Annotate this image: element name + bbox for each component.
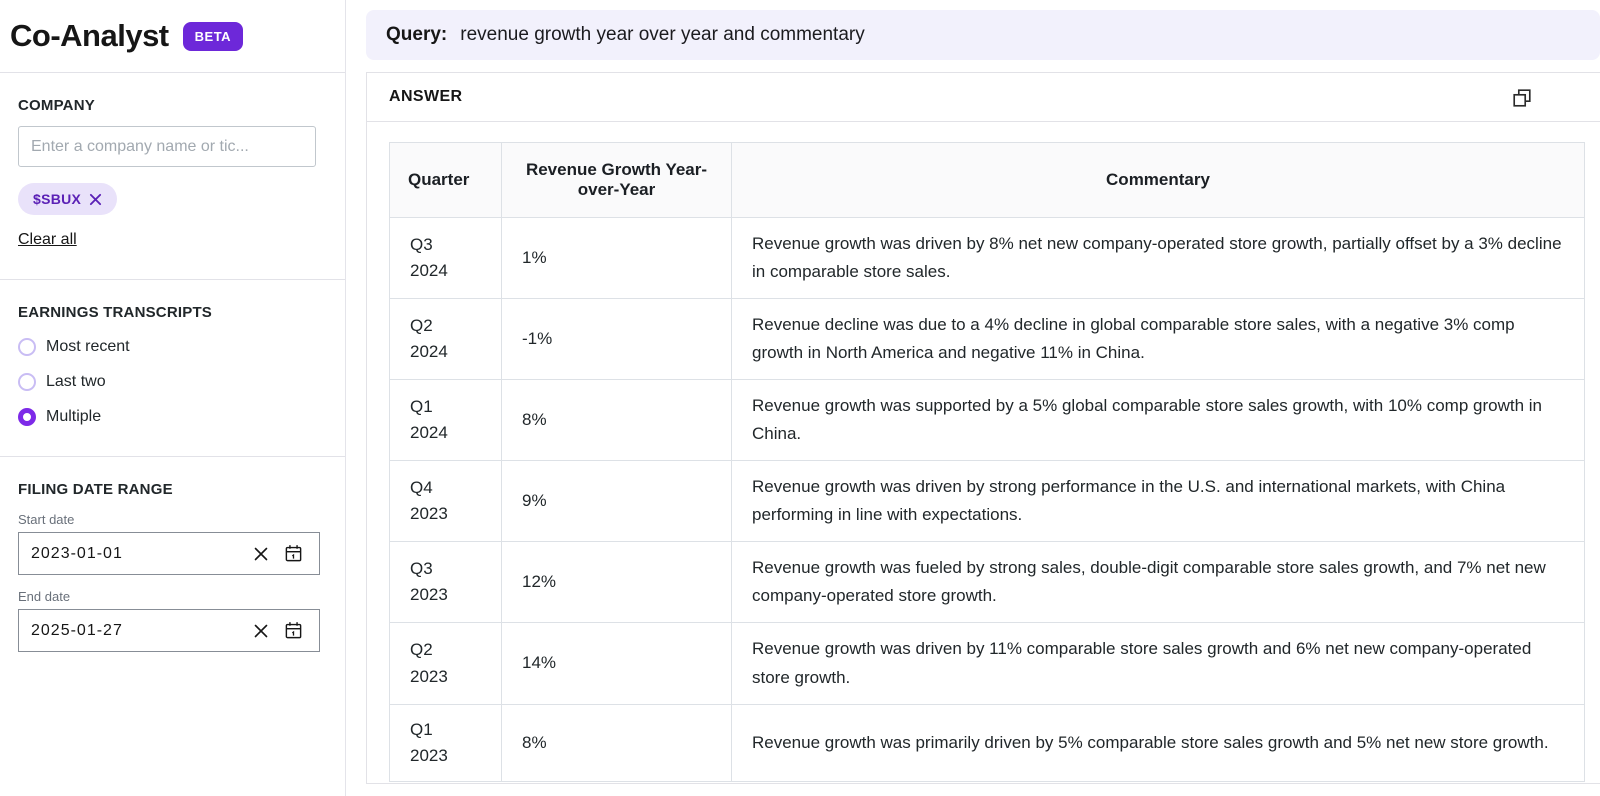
commentary-cell: Revenue decline was due to a 4% decline … [731,298,1585,381]
quarter-year: 2024 [410,423,448,443]
table-row: Q1 2023 8% Revenue growth was primarily … [389,703,1585,783]
commentary-cell: Revenue growth was primarily driven by 5… [731,703,1585,783]
radio-label: Most recent [46,338,130,355]
column-header-growth: Revenue Growth Year-over-Year [501,142,732,218]
beta-badge: BETA [182,21,244,51]
answer-card: ANSWER Quarter Revenue Growth Year-over-… [366,72,1600,784]
start-date-calendar-icon[interactable] [279,540,307,568]
company-search-input[interactable] [18,126,316,167]
quarter-year: 2023 [410,745,448,765]
quarter-cell: Q3 2024 [389,216,502,300]
growth-cell: 8% [501,703,732,783]
table-row: Q4 2023 9% Revenue growth was driven by … [389,460,1585,543]
end-date-label: End date [18,589,71,604]
copy-icon[interactable] [1510,86,1534,110]
growth-cell: -1% [501,298,732,381]
query-text: revenue growth year over year and commen… [460,24,865,45]
quarter-cell: Q3 2023 [389,541,502,624]
radio-multiple[interactable]: Multiple [18,408,327,426]
quarter-period: Q3 [410,234,433,254]
table-row: Q2 2024 -1% Revenue decline was due to a… [389,298,1585,381]
quarter-period: Q2 [410,315,433,335]
radio-label: Last two [46,373,106,390]
answer-title: ANSWER [389,88,463,105]
table-row: Q1 2024 8% Revenue growth was supported … [389,379,1585,462]
radio-most-recent[interactable]: Most recent [18,338,327,356]
date-range-section: FILING DATE RANGE Start date End date [0,456,345,682]
date-range-heading: FILING DATE RANGE [18,481,173,498]
quarter-year: 2023 [410,666,448,686]
start-date-clear-icon[interactable] [247,540,275,568]
company-section: COMPANY $SBUX Clear all [0,72,345,279]
end-date-calendar-icon[interactable] [279,617,307,645]
answer-header: ANSWER [367,73,1600,122]
transcripts-section: EARNINGS TRANSCRIPTS Most recent Last tw… [0,279,345,456]
table-row: Q3 2023 12% Revenue growth was fueled by… [389,541,1585,624]
start-date-box [18,532,320,575]
answer-table: Quarter Revenue Growth Year-over-Year Co… [389,142,1585,783]
quarter-period: Q4 [410,477,433,497]
quarter-cell: Q2 2024 [389,298,502,381]
query-bar: Query: revenue growth year over year and… [366,10,1600,60]
growth-cell: 1% [501,216,732,300]
clear-all-link[interactable]: Clear all [18,231,77,248]
quarter-year: 2023 [410,585,448,605]
app-header: Co-Analyst BETA [0,0,345,72]
commentary-cell: Revenue growth was driven by 11% compara… [731,622,1585,705]
column-header-commentary: Commentary [731,142,1585,218]
chip-remove-icon[interactable] [89,193,102,206]
table-header-row: Quarter Revenue Growth Year-over-Year Co… [389,142,1585,218]
main-content: Query: revenue growth year over year and… [366,0,1600,796]
quarter-period: Q1 [410,396,433,416]
company-chip-sbux[interactable]: $SBUX [18,183,118,215]
start-date-input[interactable] [31,544,247,563]
quarter-period: Q2 [410,640,433,660]
app-title: Co-Analyst [10,18,169,53]
radio-selected-icon [18,408,36,426]
end-date-input[interactable] [31,621,247,640]
start-date-label: Start date [18,512,75,527]
radio-label: Multiple [46,408,102,425]
table-row: Q2 2023 14% Revenue growth was driven by… [389,622,1585,705]
quarter-cell: Q1 2023 [389,703,502,783]
quarter-cell: Q1 2024 [389,379,502,462]
quarter-cell: Q4 2023 [389,460,502,543]
transcripts-heading: EARNINGS TRANSCRIPTS [18,304,213,321]
sidebar: Co-Analyst BETA COMPANY $SBUX Clear all … [0,0,346,796]
growth-cell: 14% [501,622,732,705]
query-label: Query: [386,24,448,45]
growth-cell: 9% [501,460,732,543]
commentary-cell: Revenue growth was driven by strong perf… [731,460,1585,543]
quarter-period: Q3 [410,559,433,579]
quarter-year: 2024 [410,261,448,281]
quarter-year: 2024 [410,342,448,362]
commentary-cell: Revenue growth was fueled by strong sale… [731,541,1585,624]
end-date-box [18,609,320,652]
company-chip-label: $SBUX [33,191,82,207]
quarter-period: Q1 [410,719,433,739]
growth-cell: 12% [501,541,732,624]
radio-circle-icon [18,338,36,356]
company-heading: COMPANY [18,97,95,114]
quarter-cell: Q2 2023 [389,622,502,705]
end-date-clear-icon[interactable] [247,617,275,645]
quarter-year: 2023 [410,504,448,524]
growth-cell: 8% [501,379,732,462]
radio-last-two[interactable]: Last two [18,373,327,391]
commentary-cell: Revenue growth was supported by a 5% glo… [731,379,1585,462]
commentary-cell: Revenue growth was driven by 8% net new … [731,216,1585,300]
column-header-quarter: Quarter [389,142,502,218]
radio-circle-icon [18,373,36,391]
table-row: Q3 2024 1% Revenue growth was driven by … [389,216,1585,300]
